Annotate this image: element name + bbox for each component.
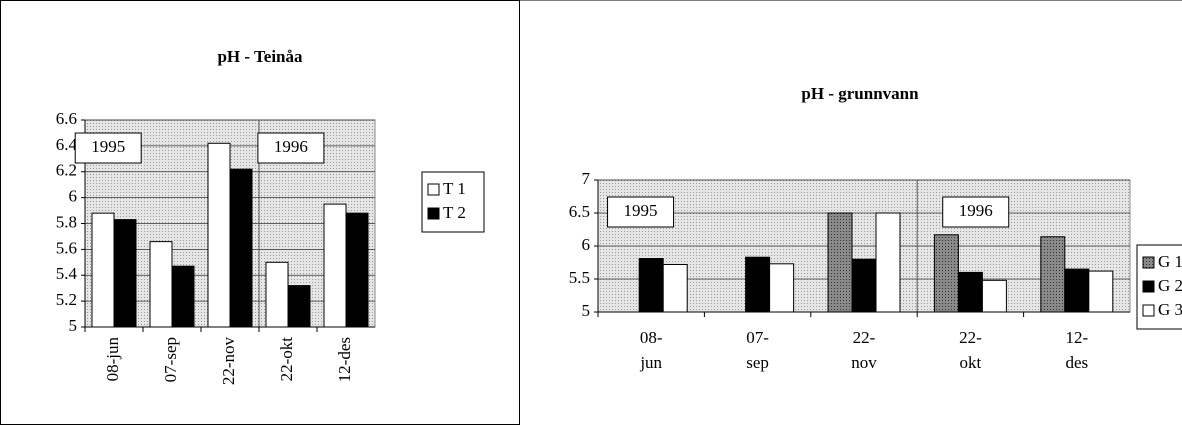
x-tick-label-line: 22-okt — [277, 337, 296, 382]
bar — [149, 241, 173, 328]
y-tick-label: 5 — [69, 316, 78, 335]
x-tick-label: 22- — [959, 328, 982, 347]
x-tick-label-line: 22-nov — [219, 337, 238, 386]
bar — [662, 263, 688, 313]
legend-swatch — [1142, 304, 1155, 317]
annotation-box — [74, 132, 142, 164]
x-tick-label: 07- — [746, 328, 769, 347]
legend-label: T 1 — [443, 179, 466, 198]
bar — [851, 258, 877, 313]
bar — [875, 212, 901, 313]
x-tick-label: nov — [851, 353, 877, 372]
x-tick-label: 08- — [640, 328, 663, 347]
legend-label: T 2 — [443, 203, 466, 222]
annotation-box — [607, 196, 675, 228]
y-tick-label: 6.2 — [56, 161, 77, 180]
annotation: 1995 — [91, 137, 125, 156]
y-tick-label: 6.5 — [569, 202, 590, 221]
annotation: 1996 — [274, 137, 308, 156]
x-tick-label: jun — [639, 353, 662, 372]
bar — [323, 203, 347, 328]
x-tick-label: 12-des — [335, 337, 354, 382]
bar — [957, 271, 983, 313]
bar — [769, 263, 795, 313]
y-tick-label: 6.4 — [56, 135, 78, 154]
legend-label: G 1 — [1158, 252, 1182, 271]
y-tick-label: 7 — [582, 169, 591, 188]
x-tick-label-line: 12-des — [335, 337, 354, 382]
legend-box — [421, 171, 485, 233]
annotation: 1995 — [624, 201, 658, 220]
x-tick-label-line: 07-sep — [161, 337, 180, 382]
x-tick-label: 08-jun — [103, 337, 122, 382]
bar — [745, 256, 771, 313]
x-tick-label: 12- — [1065, 328, 1088, 347]
y-tick-label: 6 — [582, 235, 591, 254]
x-tick-label: sep — [746, 353, 769, 372]
bar — [113, 219, 137, 328]
legend-label: G 3 — [1158, 300, 1182, 319]
legend-swatch — [427, 207, 440, 220]
y-tick-label: 5.2 — [56, 290, 77, 309]
x-tick-label: 22-nov — [219, 337, 238, 386]
y-tick-label: 5.4 — [56, 264, 78, 283]
y-tick-label: 6 — [69, 187, 78, 206]
bar — [345, 212, 369, 328]
y-tick-label: 6.6 — [56, 109, 77, 128]
y-tick-label: 5.5 — [569, 268, 590, 287]
bar — [229, 168, 253, 328]
bar — [1088, 270, 1114, 313]
chart-title: pH - Teinåa — [217, 47, 303, 66]
bar — [827, 212, 853, 313]
chart-title: pH - grunnvann — [801, 84, 919, 103]
y-tick-label: 5.8 — [56, 212, 77, 231]
annotation: 1996 — [959, 201, 993, 220]
legend-swatch — [1142, 256, 1155, 269]
annotation-box — [942, 196, 1010, 228]
annotation-box — [257, 132, 325, 164]
bar — [981, 279, 1007, 313]
bar — [1064, 268, 1090, 313]
x-tick-label: des — [1065, 353, 1088, 372]
legend-swatch — [427, 183, 440, 196]
bar — [287, 285, 311, 328]
x-tick-label: 22-okt — [277, 337, 296, 382]
x-tick-label: okt — [960, 353, 982, 372]
bar — [933, 234, 959, 313]
bar — [207, 142, 231, 328]
bar — [265, 261, 289, 328]
bar — [638, 258, 664, 313]
x-tick-label: 07-sep — [161, 337, 180, 382]
bar — [171, 265, 195, 328]
bar — [1040, 236, 1066, 313]
legend-label: G 2 — [1158, 276, 1182, 295]
bar — [91, 212, 115, 328]
x-tick-label-line: 08-jun — [103, 337, 122, 382]
x-tick-label: 22- — [853, 328, 876, 347]
y-tick-label: 5 — [582, 301, 591, 320]
y-tick-label: 5.6 — [56, 238, 77, 257]
legend-swatch — [1142, 280, 1155, 293]
